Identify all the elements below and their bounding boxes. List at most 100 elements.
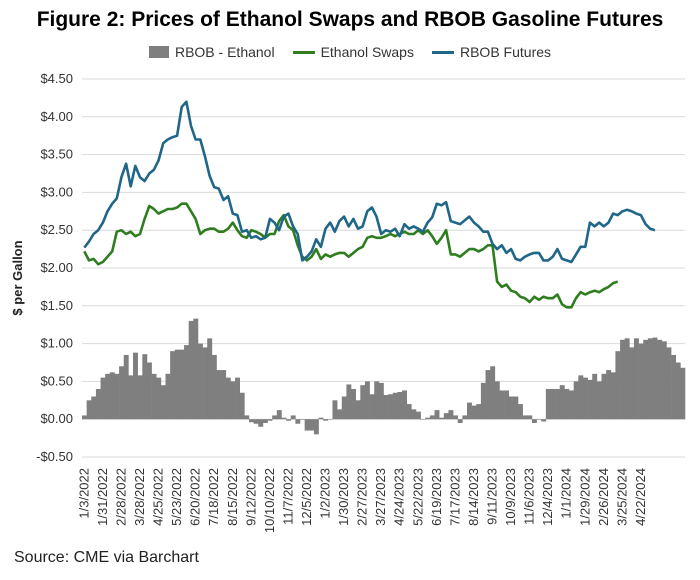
bar-series-rbob-ethanol [82, 318, 686, 435]
bar [550, 388, 556, 420]
bar [601, 373, 607, 420]
bar [327, 419, 333, 420]
x-tick-label: 1/31/2022 [95, 468, 110, 526]
bar [378, 382, 384, 420]
bar [434, 410, 440, 420]
bar [578, 375, 584, 420]
bar [606, 370, 612, 420]
bar [443, 413, 449, 420]
bar [360, 385, 366, 420]
bar [337, 409, 343, 420]
bar [290, 415, 296, 420]
bar [346, 384, 352, 420]
bar [485, 370, 491, 420]
x-tick-label: 8/14/2023 [466, 468, 481, 526]
bar [318, 417, 324, 420]
bar [341, 396, 347, 420]
bar [466, 402, 472, 420]
bar [142, 354, 148, 420]
bar [119, 366, 125, 420]
bar [545, 388, 551, 420]
y-tick-label: $4.50 [40, 71, 73, 86]
bar [281, 417, 287, 420]
bar [202, 347, 208, 420]
bar [313, 419, 319, 435]
bar [624, 338, 630, 420]
legend-swatch-bar [148, 46, 169, 58]
bar [258, 419, 264, 427]
bar [587, 379, 593, 420]
x-tick-label: 5/22/2023 [410, 468, 425, 526]
bar [397, 391, 403, 420]
y-tick-label: $2.00 [40, 260, 73, 275]
bar [541, 419, 547, 422]
line-ethanol-swaps [83, 202, 619, 309]
bar [675, 362, 681, 420]
bar [527, 415, 533, 420]
bar [225, 377, 231, 420]
bar [207, 338, 213, 420]
bar [518, 404, 523, 420]
bar [490, 366, 496, 420]
bar [286, 419, 292, 421]
bar [647, 338, 653, 420]
bar [267, 419, 273, 421]
bar [513, 396, 519, 420]
chart-title: Figure 2: Prices of Ethanol Swaps and RB… [36, 8, 664, 31]
bar [137, 375, 143, 420]
y-tick-label: $4.00 [40, 109, 73, 124]
x-tick-label: 10/9/2023 [503, 468, 518, 526]
bar [133, 352, 138, 420]
bar [573, 381, 579, 420]
bar [374, 381, 380, 420]
bar [211, 354, 217, 420]
x-tick-label: 1/2/2023 [318, 468, 333, 519]
bar [272, 415, 278, 420]
bar [184, 345, 189, 420]
bar [248, 419, 254, 423]
bar [151, 373, 157, 420]
legend-swatch-rbob [431, 50, 454, 54]
bar [160, 385, 166, 420]
y-axis-ticks: -$0.50 $0.00 $0.50 $1.00 $1.50 $2.00 $2.50 $3.0… [36, 71, 73, 464]
bar [253, 419, 259, 424]
bar [661, 341, 667, 420]
bar [480, 382, 486, 420]
bar [610, 372, 616, 420]
y-tick-label: -$0.50 [36, 449, 73, 464]
bar [351, 388, 356, 420]
bar [406, 404, 412, 420]
bar [235, 377, 241, 420]
bar [448, 410, 454, 420]
bar [615, 351, 621, 420]
y-axis-label: $ per Gallon [10, 240, 25, 315]
bar [643, 339, 649, 420]
x-tick-label: 2/26/2024 [596, 468, 611, 526]
y-tick-label: $1.50 [40, 298, 73, 313]
bar [504, 390, 510, 420]
bar [230, 381, 236, 420]
bar [657, 339, 663, 420]
bar [221, 370, 227, 420]
y-tick-label: $3.00 [40, 184, 73, 199]
bar [239, 392, 245, 420]
legend: RBOB - Ethanol Ethanol Swaps RBOB Future… [0, 44, 700, 60]
bar [402, 390, 407, 420]
bar [536, 419, 542, 420]
bar [666, 347, 672, 420]
bar [457, 419, 463, 423]
bar [392, 392, 398, 420]
y-tick-label: $0.00 [40, 411, 73, 426]
bar [680, 367, 686, 420]
bar [156, 377, 162, 420]
bar [262, 419, 268, 423]
y-tick-label: $1.00 [40, 336, 73, 351]
bar [364, 381, 370, 420]
line-series [83, 100, 656, 309]
bar [82, 415, 87, 420]
bar [323, 419, 329, 421]
line-rbob-futures [83, 100, 656, 264]
bar [494, 381, 500, 420]
